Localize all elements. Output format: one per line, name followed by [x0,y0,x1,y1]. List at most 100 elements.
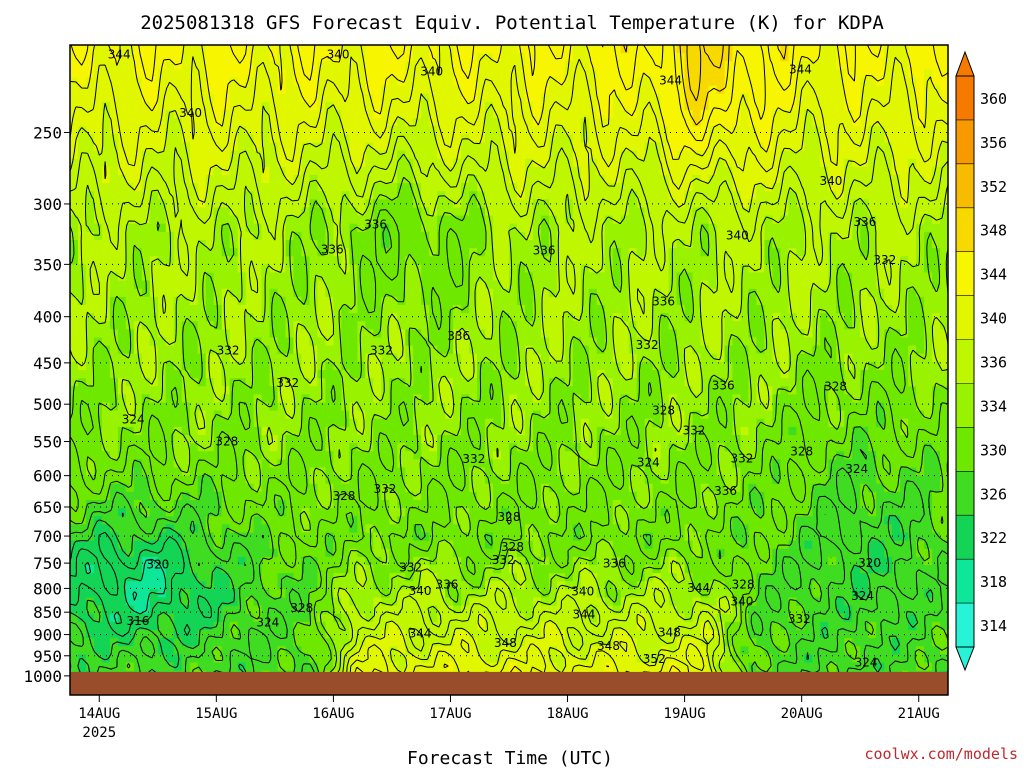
contour-label: 336 [712,379,735,393]
colorbar-swatch [956,163,974,209]
contour-label: 344 [687,581,710,595]
x-axis: 14AUG 2025 15AUG 16AUG 17AUG 18AUG 19AUG 20AUG 2… [78,695,940,741]
contour-label: 324 [851,589,874,603]
y-tick-label: 450 [33,354,62,373]
contour-label: 340 [731,594,754,608]
colorbar-swatch [956,295,974,340]
contour-340 [70,93,948,695]
colorbar-tick-label: 314 [980,617,1007,635]
plot-area: 344 340 340 344 344 340 340 336 340 336 336 336 332 3… [70,45,948,695]
contour-label: 332 [373,482,396,496]
contour-label: 328 [290,601,313,615]
x-tick-label: 14AUG [78,706,120,722]
colorbar-tick-label: 326 [980,485,1007,503]
contour-label: 340 [571,584,594,598]
y-tick-label: 750 [33,554,62,573]
y-tick-label: 650 [33,498,62,517]
contour-label: 332 [788,612,811,626]
contour-label: 324 [637,455,660,469]
contour-346 [70,45,948,695]
colorbar-tick-label: 360 [980,90,1007,108]
y-tick-label: 250 [33,123,62,142]
ground-layer [70,671,948,695]
contour-label: 348 [494,636,517,650]
contour-322 [84,558,167,625]
colorbar-tick-label: 340 [980,310,1007,328]
contour-label: 348 [658,625,681,639]
contour-label: 328 [790,444,813,458]
x-tick-label: 16AUG [312,706,354,722]
contour-label: 328 [332,489,355,503]
contour-label: 348 [597,639,620,653]
y-tick-label: 500 [33,395,62,414]
y-tick-label: 600 [33,467,62,486]
contour-label: 332 [492,553,515,567]
colorbar-bottom-arrow [955,646,975,672]
colorbar-swatch [956,559,974,604]
colorbar-swatch [956,603,974,648]
contour-label: 352 [643,652,666,666]
contour-label: 328 [215,435,238,449]
contour-348 [623,45,787,126]
contour-label: 320 [146,558,169,572]
contour-334 [70,176,948,695]
contour-label: 324 [122,413,145,427]
contour-label: 332 [683,424,706,438]
credit-link[interactable]: coolwx.com/models [864,745,1018,763]
contour-336 [70,153,948,695]
colorbar-tick-label: 334 [980,397,1007,415]
colorbar-swatch [956,76,974,121]
contour-label: 332 [731,451,754,465]
colorbar-swatch [956,471,974,516]
contour-label: 328 [498,510,521,524]
contour-label: 344 [572,607,595,621]
contour-350 [686,45,724,102]
colorbar-tick-label: 348 [980,222,1007,240]
contour-label: 320 [858,556,881,570]
contour-324 [70,531,212,637]
contour-label: 324 [845,462,868,476]
contour-label: 332 [873,253,896,267]
x-tick-label: 17AUG [429,706,471,722]
contour-342 [70,56,948,695]
contour-label: 328 [732,577,755,591]
colorbar-tick-label: 336 [980,354,1007,372]
colorbar-swatch [956,119,974,165]
plot-frame [69,44,949,696]
contour-label: 340 [420,65,443,79]
colorbar: 360 356 352 348 344 340 336 334 330 326 322 318 314 [955,50,1007,672]
y-tick-label: 400 [33,308,62,327]
contour-label: 336 [603,557,626,571]
colorbar-swatch [956,207,974,253]
contour-label: 340 [409,584,432,598]
contour-label: 340 [179,106,202,120]
contour-label: 324 [855,655,878,669]
contour-labels: 344 340 340 344 344 340 340 336 340 336 336 336 332 3… [108,48,897,670]
colorbar-swatch [956,427,974,472]
contour-label: 332 [636,338,659,352]
colorbar-frame [955,75,975,648]
colorbar-tick-label: 356 [980,134,1007,152]
colorbar-top-arrow [955,50,975,77]
x-tick-label: 18AUG [546,706,588,722]
contour-label: 332 [462,452,485,466]
colorbar-swatch [956,515,974,560]
y-tick-label: 700 [33,527,62,546]
contour-label: 336 [714,484,737,498]
contour-332 [70,209,948,695]
contour-label: 336 [321,243,344,257]
contour-label: 344 [659,74,682,88]
contour-label: 332 [399,560,422,574]
colorbar-swatch [956,383,974,428]
contour-label: 340 [819,174,842,188]
contour-label: 344 [789,63,812,77]
x-tick-label: 15AUG [195,706,237,722]
contour-label: 344 [409,627,432,641]
contour-lines [70,45,948,695]
contour-label: 336 [652,295,675,309]
contour-label: 340 [327,48,350,62]
contour-label: 336 [364,217,387,231]
x-tick-year: 2025 [82,725,116,741]
contour-label: 336 [533,244,556,258]
